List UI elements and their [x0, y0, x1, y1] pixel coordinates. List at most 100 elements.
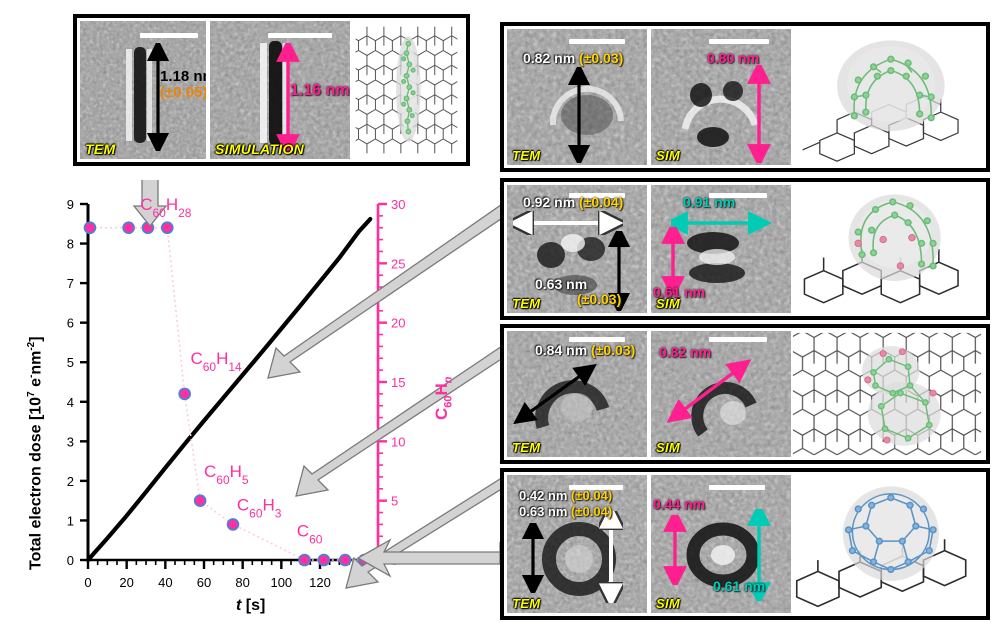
sim-image-top: 1.16 nm SIMULATION: [210, 21, 350, 159]
sim-image-p2: 0.91 nm 0.61 nm SIM: [651, 185, 791, 313]
svg-text:2: 2: [67, 474, 74, 489]
double-arrow-tem-top: [146, 43, 170, 151]
x-axis-ticks: 0 20 40 60 80 100 120: [84, 560, 379, 590]
model-image-p3: [791, 331, 983, 457]
measure-sim-a-p4: 0.44 nm: [653, 496, 706, 512]
sim-image-p4: 0.44 nm 0.61 nm SIM: [651, 475, 791, 613]
tem-image-p2: 0.92 nm (±0.04) 0.63 nm (±0.03) TEM: [507, 185, 647, 313]
arrow-to-c60: [356, 538, 500, 578]
dose-curve: [85, 216, 373, 563]
tem-label-p4: TEM: [512, 596, 541, 611]
v-arrow-sim-p2: [661, 227, 685, 295]
sim-label-p1: SIM: [656, 148, 681, 163]
sim-image-p1: 0.80 nm SIM: [651, 29, 791, 165]
callout-arrows: [132, 180, 500, 589]
arrow-b-sim-p4: [747, 509, 771, 601]
panel-right-2-c60h14: 0.92 nm (±0.04) 0.63 nm (±0.03) TEM: [500, 178, 990, 320]
scale-bar-sim-p1: [709, 39, 769, 44]
panel-divider-p2: [647, 185, 651, 313]
scale-bar-tem-p3: [569, 337, 625, 342]
model-image-top: [350, 21, 463, 159]
measure-tem-top: 1.18 nm (±0.05): [160, 68, 206, 101]
sim-label-p2: SIM: [656, 296, 681, 311]
species-labels: C60H28 C60H14 C60H5 C60H3 C60: [140, 195, 323, 546]
tem-image-p4: 0.42 nm (±0.04) 0.63 nm (±0.04) TEM: [507, 475, 647, 613]
svg-text:3: 3: [67, 434, 74, 449]
arrow-to-c60h3: [345, 462, 500, 589]
sim-label-p3: SIM: [656, 440, 681, 455]
sim-image-p3: 0.82 nm SIM: [651, 331, 791, 457]
svg-text:60: 60: [197, 575, 211, 590]
tem-label-p3: TEM: [512, 440, 541, 455]
panel-right-4-c60: 0.42 nm (±0.04) 0.63 nm (±0.04) TEM: [500, 468, 990, 620]
panel-divider-p1: [647, 29, 651, 165]
svg-text:C60H3: C60H3: [237, 496, 282, 521]
scale-bar-sim-top: [268, 33, 332, 38]
svg-text:120: 120: [309, 575, 331, 590]
model-image-p2: [791, 185, 983, 313]
panel-divider-p4: [647, 475, 651, 613]
double-arrow-sim-p1: [747, 65, 771, 163]
species-connector-line: [89, 226, 365, 561]
measure-sim-h-p2: 0.91 nm: [683, 194, 736, 210]
tem-image-p1: 0.82 nm (±0.03) TEM: [507, 29, 647, 165]
measure-sim-p3: 0.82 nm: [659, 344, 712, 360]
tem-image-top: 1.18 nm (±0.05) TEM: [80, 21, 206, 159]
scale-bar-tem-p4: [569, 485, 623, 490]
svg-text:C60H28: C60H28: [140, 195, 192, 220]
scale-bar-sim-p2: [709, 193, 767, 198]
svg-text:20: 20: [119, 575, 133, 590]
tem-label-top: TEM: [85, 141, 116, 157]
svg-text:8: 8: [67, 237, 74, 252]
svg-text:25: 25: [391, 256, 405, 271]
measure-sim-top: 1.16 nm: [290, 82, 350, 99]
svg-text:9: 9: [67, 197, 74, 212]
measure-tem-v-p2: 0.63 nm (±0.03): [535, 276, 622, 307]
measure-tem-h-p2: 0.92 nm (±0.04): [523, 194, 624, 210]
panel-divider-p3: [647, 331, 651, 457]
x-axis-title: t [s]: [236, 597, 266, 614]
svg-text:4: 4: [67, 395, 74, 410]
tem-noise-top: [80, 21, 206, 159]
arrow-b-tem-p4: [599, 511, 623, 603]
svg-text:100: 100: [270, 575, 292, 590]
panel-top-c60h28: 1.18 nm (±0.05) TEM: [73, 14, 470, 166]
scale-bar-tem-p2: [569, 193, 625, 198]
measure-tem-p3: 0.84 nm (±0.03): [535, 342, 636, 358]
graphene-lattice-model-top: [350, 21, 463, 159]
sim-label-p4: SIM: [656, 596, 681, 611]
y-axis-title: Total electron dose [107 e-nm-2]: [26, 336, 45, 570]
panel-right-3-c60h5: 0.84 nm (±0.03) TEM 0.82 nm SIM: [500, 324, 990, 464]
h-arrow-sim-p2: [671, 211, 771, 235]
h-arrow-tem-p2: [513, 211, 623, 235]
svg-text:15: 15: [391, 375, 405, 390]
svg-text:7: 7: [67, 276, 74, 291]
tem-image-p3: 0.84 nm (±0.03) TEM: [507, 331, 647, 457]
sim-label-top: SIMULATION: [215, 141, 305, 157]
cage-on-graphene-model-p3: [791, 331, 983, 457]
measure-sim-b-p4: 0.61 nm: [713, 578, 766, 594]
svg-text:1: 1: [67, 513, 74, 528]
svg-text:0: 0: [84, 575, 91, 590]
svg-text:6: 6: [67, 316, 74, 331]
diag-arrow-tem-p3: [513, 363, 597, 425]
arrow-to-c60h5: [295, 330, 500, 497]
svg-text:0: 0: [67, 553, 74, 568]
cage-on-graphene-model-p1: [791, 29, 983, 165]
arrow-a-tem-p4: [521, 523, 545, 593]
svg-text:5: 5: [391, 494, 398, 509]
arrow-a-sim-p4: [663, 515, 687, 585]
diag-arrow-sim-p3: [667, 359, 752, 423]
measure-tem-p1: 0.82 nm (±0.03): [523, 50, 624, 66]
scale-bar-tem-top: [140, 33, 198, 38]
scale-bar-tem-p1: [569, 39, 625, 44]
model-image-p4: [791, 475, 983, 613]
tem-label-p2: TEM: [512, 296, 541, 311]
measure-tem-b-p4: 0.63 nm (±0.04): [519, 504, 613, 519]
svg-text:80: 80: [235, 575, 249, 590]
arrow-to-c60h14: [267, 188, 500, 379]
scale-bar-sim-p3: [709, 337, 767, 342]
svg-text:20: 20: [391, 316, 405, 331]
